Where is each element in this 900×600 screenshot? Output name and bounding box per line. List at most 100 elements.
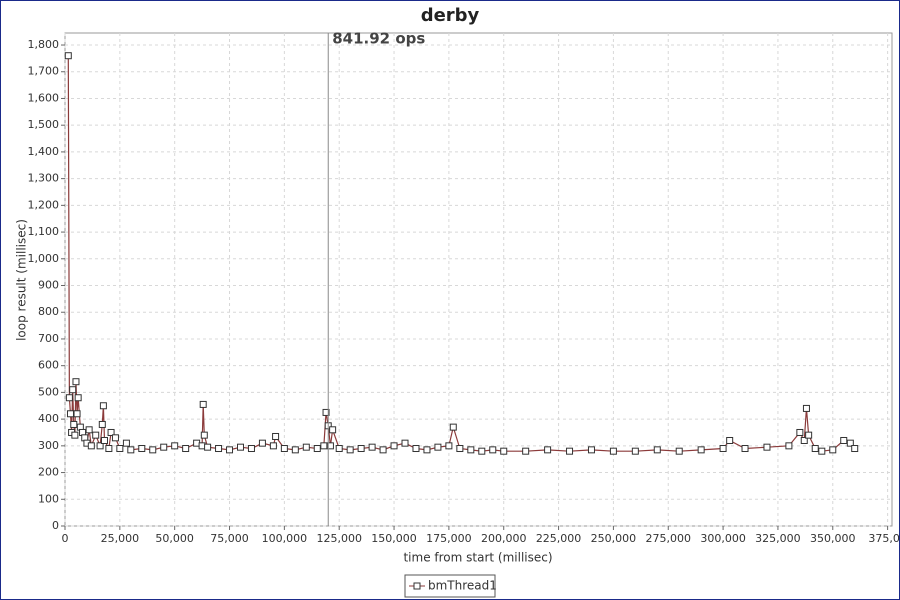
point [368,443,376,451]
y-tick-label: 1,600 [28,91,60,104]
point [566,447,574,455]
x-tick-label: 375,00 [868,532,900,545]
y-tick-label: 600 [38,359,59,372]
point [544,446,552,454]
x-tick-label: 225,000 [536,532,582,545]
point [96,442,104,450]
point [182,445,190,453]
point [763,443,771,451]
point [171,442,179,450]
point [335,445,343,453]
point [423,446,431,454]
point [326,442,334,450]
point [500,447,508,455]
x-tick-label: 350,000 [810,532,856,545]
point [116,445,124,453]
y-tick-label: 1,100 [28,225,60,238]
y-tick-label: 1,200 [28,198,60,211]
point [697,446,705,454]
x-tick-label: 175,000 [426,532,472,545]
point [204,443,212,451]
point [829,446,837,454]
x-axis-label: time from start (millisec) [403,551,552,565]
point [631,447,639,455]
point [247,445,255,453]
x-tick-label: 300,000 [700,532,746,545]
point [99,402,107,410]
y-axis-label: loop result (millisec) [15,219,29,341]
x-tick-label: 325,000 [755,532,801,545]
point [818,447,826,455]
point [72,378,80,386]
point [105,445,113,453]
legend-label: bmThread1 [428,579,497,593]
point [675,447,683,455]
x-tick-label: 50,000 [155,532,194,545]
point [412,445,420,453]
point [401,439,409,447]
point [434,443,442,451]
point [329,426,337,434]
point [379,446,387,454]
y-tick-label: 1,400 [28,145,60,158]
point [796,428,804,436]
point [138,445,146,453]
point [478,447,486,455]
point [107,428,115,436]
y-tick-label: 200 [38,466,59,479]
point [85,426,93,434]
point [851,445,859,453]
point [805,431,813,439]
point [320,442,328,450]
point [258,439,266,447]
x-tick-label: 0 [62,532,69,545]
point [346,446,354,454]
point [302,443,310,451]
point [811,445,819,453]
x-tick-label: 75,000 [210,532,249,545]
y-tick-label: 1,800 [28,38,60,51]
point [64,52,72,60]
point [840,436,848,444]
point [726,436,734,444]
y-tick-label: 400 [38,412,59,425]
point [456,445,464,453]
x-tick-label: 100,000 [262,532,308,545]
point [160,443,168,451]
point [719,445,727,453]
y-tick-label: 100 [38,492,59,505]
y-tick-label: 1,500 [28,118,60,131]
x-tick-label: 200,000 [481,532,527,545]
point [357,445,365,453]
y-tick-label: 700 [38,332,59,345]
marker-label: 841.92 ops [332,30,425,48]
point [70,420,78,428]
y-tick-label: 1,300 [28,172,60,185]
y-tick-label: 1,700 [28,65,60,78]
x-tick-label: 250,000 [591,532,637,545]
point [313,445,321,453]
y-tick-label: 300 [38,439,59,452]
point [98,420,106,428]
point [467,446,475,454]
x-tick-label: 275,000 [645,532,691,545]
point [215,445,223,453]
series [64,52,859,455]
point [122,439,130,447]
point [69,386,77,394]
chart-title: derby [421,5,480,26]
x-tick-label: 125,000 [316,532,362,545]
point [111,434,119,442]
y-tick-label: 800 [38,305,59,318]
point [322,408,330,416]
point [226,446,234,454]
point [236,443,244,451]
y-tick-label: 500 [38,385,59,398]
y-tick-label: 1,000 [28,252,60,265]
point [449,423,457,431]
point [800,436,808,444]
point [445,442,453,450]
point [149,446,157,454]
